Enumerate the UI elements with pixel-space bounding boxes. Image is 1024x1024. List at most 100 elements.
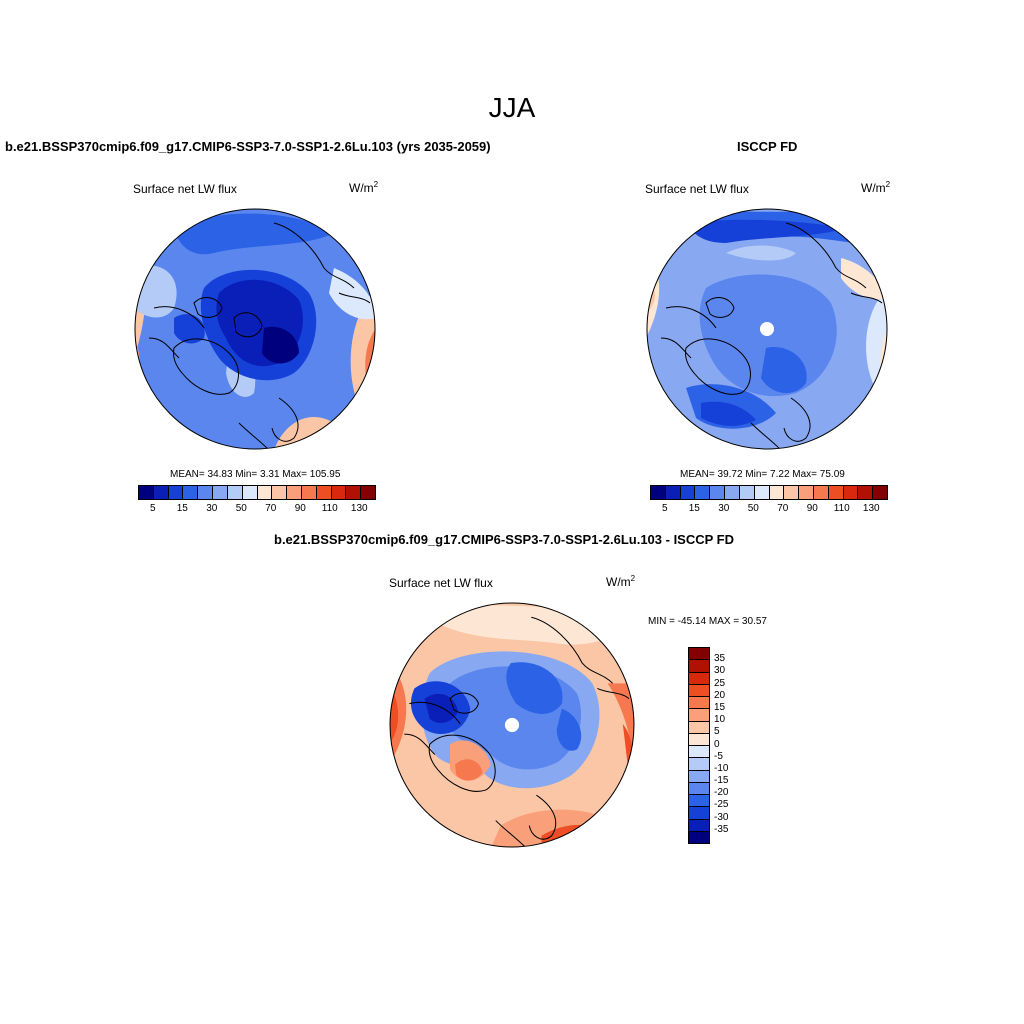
colorbar-tick-label: 5	[714, 726, 720, 738]
diff-stats: MIN = -45.14 MAX = 30.57	[648, 616, 767, 627]
colorbar-tick-label: 0	[714, 738, 720, 750]
colorbar-swatch	[272, 486, 288, 499]
colorbar-tick-label: 5	[149, 503, 156, 514]
colorbar-swatch	[689, 648, 709, 661]
colorbar-tick-label: 70	[777, 503, 789, 514]
colorbar-swatch	[346, 486, 362, 499]
colorbar-tick-label: -15	[714, 775, 729, 787]
colorbar-swatch	[153, 486, 169, 499]
diff-variable-label: Surface net LW flux	[389, 576, 493, 590]
model-panel-title: b.e21.BSSP370cmip6.f09_g17.CMIP6-SSP3-7.…	[5, 139, 491, 154]
colorbar-tick-label: 15	[714, 701, 726, 713]
colorbar-swatch	[227, 486, 243, 499]
colorbar-swatch	[680, 486, 696, 499]
model-stats: MEAN= 34.83 Min= 3.31 Max= 105.95	[170, 469, 341, 480]
colorbar-swatch	[858, 486, 874, 499]
colorbar-tick-label: 20	[714, 689, 726, 701]
colorbar-tick-label: 70	[265, 503, 277, 514]
colorbar-tick-label: 110	[321, 503, 338, 514]
colorbar-swatch	[739, 486, 755, 499]
model-colorbar	[138, 485, 376, 500]
colorbar-swatch	[689, 758, 709, 771]
diff-colorbar-labels: 35 30 25 20 15 10 5 0 -5 -10 -15 -20 -25 -30 -35	[714, 647, 754, 844]
obs-polar-map	[646, 208, 888, 450]
colorbar-swatch	[689, 782, 709, 795]
colorbar-swatch	[213, 486, 228, 499]
colorbar-swatch	[287, 486, 302, 499]
diff-polar-map	[389, 602, 635, 848]
colorbar-swatch	[689, 660, 709, 673]
colorbar-swatch	[689, 807, 709, 820]
colorbar-swatch	[301, 486, 317, 499]
colorbar-tick-label: -30	[714, 811, 729, 823]
colorbar-swatch	[689, 770, 709, 783]
colorbar-tick-label: 30	[714, 665, 726, 677]
colorbar-swatch	[725, 486, 740, 499]
colorbar-swatch	[651, 486, 666, 499]
colorbar-swatch	[799, 486, 814, 499]
colorbar-tick-label: 130	[862, 503, 880, 514]
colorbar-tick-label: 90	[294, 503, 306, 514]
colorbar-swatch	[689, 709, 709, 722]
colorbar-swatch	[813, 486, 829, 499]
colorbar-swatch	[665, 486, 681, 499]
model-colorbar-labels: 5 15 30 50 70 90 110 130	[138, 503, 376, 517]
colorbar-swatch	[689, 721, 709, 734]
obs-variable-label: Surface net LW flux	[645, 182, 749, 196]
obs-colorbar-labels: 5 15 30 50 70 90 110 130	[650, 503, 888, 517]
colorbar-swatch	[784, 486, 800, 499]
colorbar-swatch	[198, 486, 214, 499]
colorbar-swatch	[689, 746, 709, 759]
figure-title: JJA	[488, 92, 536, 123]
model-units-label: W/m2	[349, 180, 379, 195]
colorbar-swatch	[828, 486, 844, 499]
colorbar-swatch	[242, 486, 258, 499]
colorbar-tick-label: 15	[176, 503, 188, 514]
colorbar-tick-label: 130	[350, 503, 368, 514]
diff-units-label: W/m2	[606, 574, 636, 589]
colorbar-swatch	[689, 733, 709, 746]
colorbar-swatch	[689, 795, 709, 808]
colorbar-tick-label: -35	[714, 823, 729, 835]
colorbar-tick-label: 50	[747, 503, 759, 514]
colorbar-tick-label: 30	[718, 503, 730, 514]
colorbar-swatch	[183, 486, 199, 499]
colorbar-swatch	[843, 486, 859, 499]
colorbar-swatch	[689, 819, 709, 832]
model-polar-map	[134, 208, 376, 450]
colorbar-swatch	[689, 672, 709, 685]
colorbar-tick-label: 25	[714, 677, 726, 689]
colorbar-swatch	[689, 831, 709, 843]
colorbar-tick-label: -10	[714, 762, 729, 774]
colorbar-swatch	[873, 486, 887, 499]
colorbar-swatch	[695, 486, 711, 499]
obs-stats: MEAN= 39.72 Min= 7.22 Max= 75.09	[680, 469, 845, 480]
colorbar-swatch	[139, 486, 154, 499]
colorbar-swatch	[331, 486, 347, 499]
colorbar-swatch	[257, 486, 273, 499]
colorbar-tick-label: 15	[688, 503, 700, 514]
colorbar-swatch	[361, 486, 375, 499]
colorbar-swatch	[754, 486, 770, 499]
colorbar-swatch	[710, 486, 726, 499]
colorbar-swatch	[689, 684, 709, 697]
colorbar-tick-label: 110	[833, 503, 850, 514]
diff-panel-title: b.e21.BSSP370cmip6.f09_g17.CMIP6-SSP3-7.…	[274, 532, 735, 547]
colorbar-swatch	[689, 697, 709, 710]
colorbar-swatch	[769, 486, 785, 499]
colorbar-tick-label: 30	[206, 503, 218, 514]
colorbar-swatch	[316, 486, 332, 499]
colorbar-tick-label: 35	[714, 653, 726, 665]
diff-colorbar	[688, 647, 710, 844]
model-variable-label: Surface net LW flux	[133, 182, 237, 196]
obs-colorbar	[650, 485, 888, 500]
colorbar-tick-label: 10	[714, 714, 726, 726]
obs-units-label: W/m2	[861, 180, 891, 195]
colorbar-tick-label: -25	[714, 799, 729, 811]
colorbar-tick-label: -20	[714, 787, 729, 799]
colorbar-swatch	[168, 486, 184, 499]
colorbar-tick-label: 5	[661, 503, 668, 514]
obs-panel-title: ISCCP FD	[737, 139, 798, 154]
colorbar-tick-label: 50	[235, 503, 247, 514]
colorbar-tick-label: -5	[714, 750, 723, 762]
